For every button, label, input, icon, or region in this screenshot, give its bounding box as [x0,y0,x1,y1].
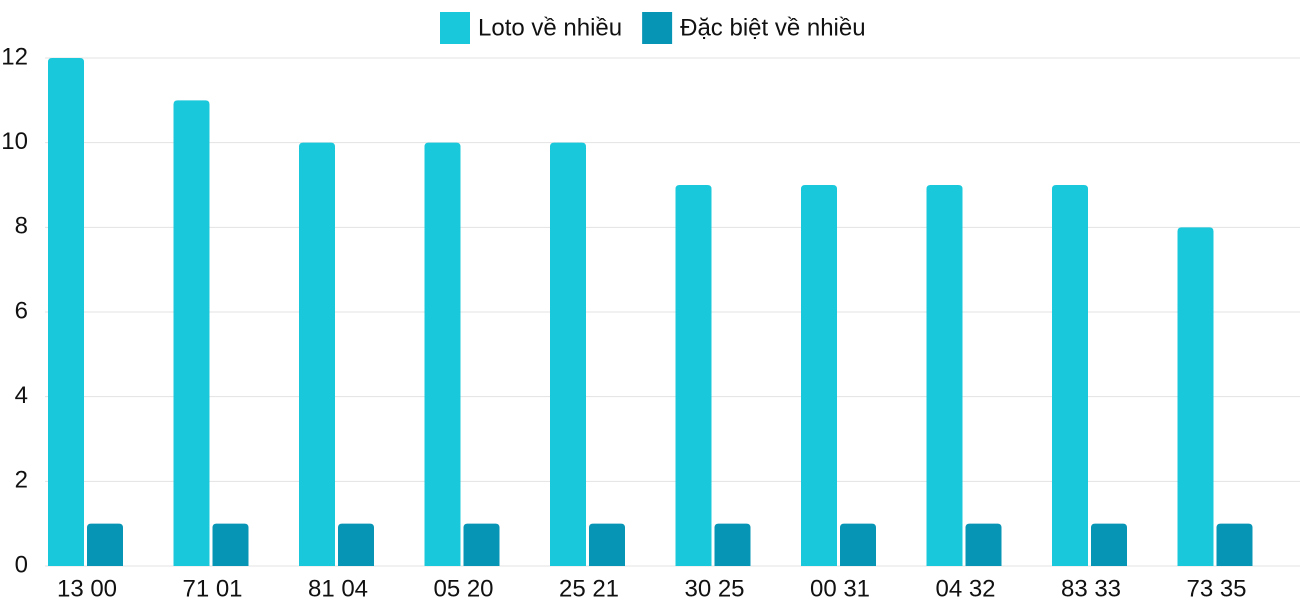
y-tick-label: 2 [15,467,28,494]
bar [714,523,751,566]
y-tick-label: 0 [15,551,28,578]
bar [550,142,586,566]
x-tick-label: 71 01 [182,575,242,600]
bar [338,523,374,566]
bar [212,523,249,566]
x-tick-label: 13 00 [57,575,117,600]
y-tick-label: 6 [15,297,28,324]
y-tick-label: 8 [15,213,28,240]
bar [801,185,837,566]
bar [1091,523,1127,566]
x-tick-label: 83 33 [1061,575,1121,600]
bar [173,100,210,566]
bar [965,523,1002,566]
legend-label: Đặc biệt về nhiều [680,14,865,41]
x-tick-label: 04 32 [935,575,995,600]
bar [1052,185,1088,566]
x-tick-label: 73 35 [1186,575,1246,600]
x-tick-label: 05 20 [433,575,493,600]
x-tick-label: 25 21 [559,575,619,600]
y-tick-label: 12 [1,43,28,70]
bar [840,523,876,566]
x-tick-label: 30 25 [684,575,744,600]
legend-label: Loto về nhiều [478,14,622,41]
x-tick-label: 81 04 [308,575,368,600]
bar [675,185,712,566]
legend-swatch [642,12,673,44]
bar [299,142,335,566]
bar [87,523,123,566]
legend-swatch [440,12,470,44]
bar [463,523,500,566]
bar [1216,523,1253,566]
y-tick-label: 4 [15,382,28,409]
bar [589,523,625,566]
bar [1177,227,1214,567]
y-tick-label: 10 [1,128,28,155]
bar [926,185,963,566]
bar [48,58,84,566]
bar [424,142,461,566]
x-tick-label: 00 31 [810,575,870,600]
